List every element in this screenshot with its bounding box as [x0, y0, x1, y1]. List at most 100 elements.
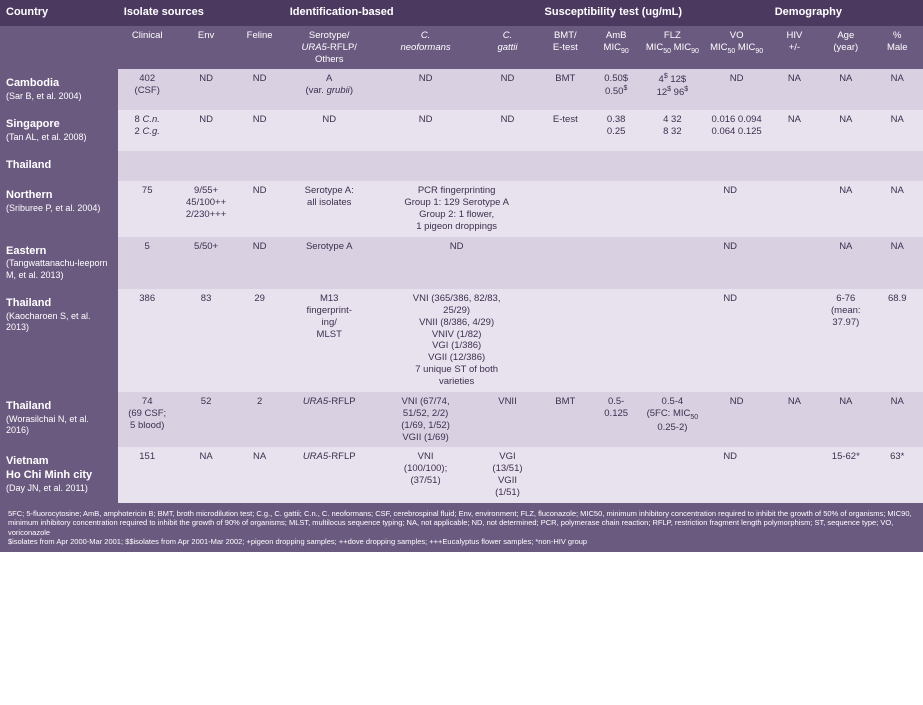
cell: BMT: [539, 392, 593, 448]
table-row: Northern(Sriburee P, et al. 2004)759/55+…: [0, 181, 923, 237]
cell: NA: [177, 447, 236, 503]
cell: ND: [236, 110, 284, 151]
table-row: Thailand(Kaocharoen S, et al. 2013)38683…: [0, 289, 923, 392]
country-cell: VietnamHo Chi Minh city(Day JN, et al. 2…: [0, 447, 118, 503]
country-cell: Eastern(Tangwattanachu-leeporn M, et al.…: [0, 237, 118, 289]
header-group-4: Demography: [769, 0, 923, 26]
table-body: Cambodia(Sar B, et al. 2004)402(CSF)NDND…: [0, 69, 923, 503]
cell: 8 C.n.2 C.g.: [118, 110, 177, 151]
cell: Serotype A: [284, 237, 375, 289]
table-row: VietnamHo Chi Minh city(Day JN, et al. 2…: [0, 447, 923, 503]
header-row-groups: CountryIsolate sourcesIdentification-bas…: [0, 0, 923, 26]
cell: 386: [118, 289, 177, 392]
cell: [820, 151, 871, 181]
cell: 4$ 12$12$ 96$: [640, 69, 704, 110]
country-cell: Thailand(Kaocharoen S, et al. 2013): [0, 289, 118, 392]
cell: ND: [236, 181, 284, 237]
subheader-13: %Male: [871, 26, 923, 70]
cell: NA: [871, 69, 923, 110]
cell: 15-62*: [820, 447, 871, 503]
header-group-0: Country: [0, 0, 118, 26]
cell: [592, 289, 640, 392]
cell: ND: [704, 392, 768, 448]
cell: [539, 289, 593, 392]
subheader-12: Age(year): [820, 26, 871, 70]
cell: NA: [769, 392, 820, 448]
header-group-1: Isolate sources: [118, 0, 284, 26]
cell: 2: [236, 392, 284, 448]
cell: M13fingerprint-ing/MLST: [284, 289, 375, 392]
subheader-8: AmBMIC90: [592, 26, 640, 70]
cell: VNI(100/100);(37/51): [375, 447, 477, 503]
country-cell: Thailand(Worasilchai N, et al. 2016): [0, 392, 118, 448]
table-row: Cambodia(Sar B, et al. 2004)402(CSF)NDND…: [0, 69, 923, 110]
cell: NA: [871, 392, 923, 448]
table-row: Eastern(Tangwattanachu-leeporn M, et al.…: [0, 237, 923, 289]
cell: 0.5-0.125: [592, 392, 640, 448]
country-cell: Singapore(Tan AL, et al. 2008): [0, 110, 118, 151]
cell: VNI (67/74,51/52, 2/2)(1/69, 1/52)VGII (…: [375, 392, 477, 448]
header-group-3: Susceptibility test (ug/mL): [539, 0, 769, 26]
cell: ND: [704, 69, 768, 110]
cell: ND: [375, 237, 539, 289]
cell: 83: [177, 289, 236, 392]
subheader-6: C.gattii: [476, 26, 538, 70]
cell: [476, 151, 538, 181]
subheader-1: Clinical: [118, 26, 177, 70]
cell: NA: [871, 110, 923, 151]
table-row: Singapore(Tan AL, et al. 2008)8 C.n.2 C.…: [0, 110, 923, 151]
subheader-3: Feline: [236, 26, 284, 70]
cell: [592, 181, 640, 237]
cell: [375, 151, 477, 181]
cell: NA: [769, 69, 820, 110]
cell: ND: [375, 110, 477, 151]
table-container: CountryIsolate sourcesIdentification-bas…: [0, 0, 923, 552]
cell: VGI(13/51)VGII(1/51): [476, 447, 538, 503]
cell: NA: [871, 181, 923, 237]
cell: [592, 447, 640, 503]
cell: ND: [177, 110, 236, 151]
cell: BMT: [539, 69, 593, 110]
cell: ND: [640, 447, 820, 503]
cell: URA5-RFLP: [284, 392, 375, 448]
cell: E-test: [539, 110, 593, 151]
cell: 52: [177, 392, 236, 448]
cell: ND: [640, 181, 820, 237]
cell: ND: [375, 69, 477, 110]
cell: 5/50+: [177, 237, 236, 289]
cell: 0.50$0.50$: [592, 69, 640, 110]
country-cell: Northern(Sriburee P, et al. 2004): [0, 181, 118, 237]
cell: PCR fingerprintingGroup 1: 129 Serotype …: [375, 181, 539, 237]
cell: 75: [118, 181, 177, 237]
cell: 63*: [871, 447, 923, 503]
subheader-5: C.neoformans: [375, 26, 477, 70]
cell: NA: [820, 181, 871, 237]
cell: [539, 181, 593, 237]
cell: 5: [118, 237, 177, 289]
cell: 6-76(mean:37.97): [820, 289, 871, 392]
cell: [871, 151, 923, 181]
cell: ND: [476, 69, 538, 110]
cell: NA: [820, 110, 871, 151]
cell: NA: [820, 69, 871, 110]
country-cell: Cambodia(Sar B, et al. 2004): [0, 69, 118, 110]
cell: [640, 151, 704, 181]
cell: [539, 237, 593, 289]
country-cell: Thailand: [0, 151, 118, 181]
subheader-11: HIV+/-: [769, 26, 820, 70]
cell: ND: [284, 110, 375, 151]
subheader-4: Serotype/URA5-RFLP/Others: [284, 26, 375, 70]
cell: NA: [236, 447, 284, 503]
cell: URA5-RFLP: [284, 447, 375, 503]
cell: ND: [640, 289, 820, 392]
cell: [236, 151, 284, 181]
cell: 74(69 CSF;5 blood): [118, 392, 177, 448]
subheader-9: FLZMIC50 MIC90: [640, 26, 704, 70]
subheader-10: VOMIC50 MIC90: [704, 26, 768, 70]
cell: VNII: [476, 392, 538, 448]
table-row: Thailand: [0, 151, 923, 181]
cell: [539, 447, 593, 503]
cell: A(var. grubii): [284, 69, 375, 110]
cell: 0.5-4(5FC: MIC500.25-2): [640, 392, 704, 448]
cell: 402(CSF): [118, 69, 177, 110]
